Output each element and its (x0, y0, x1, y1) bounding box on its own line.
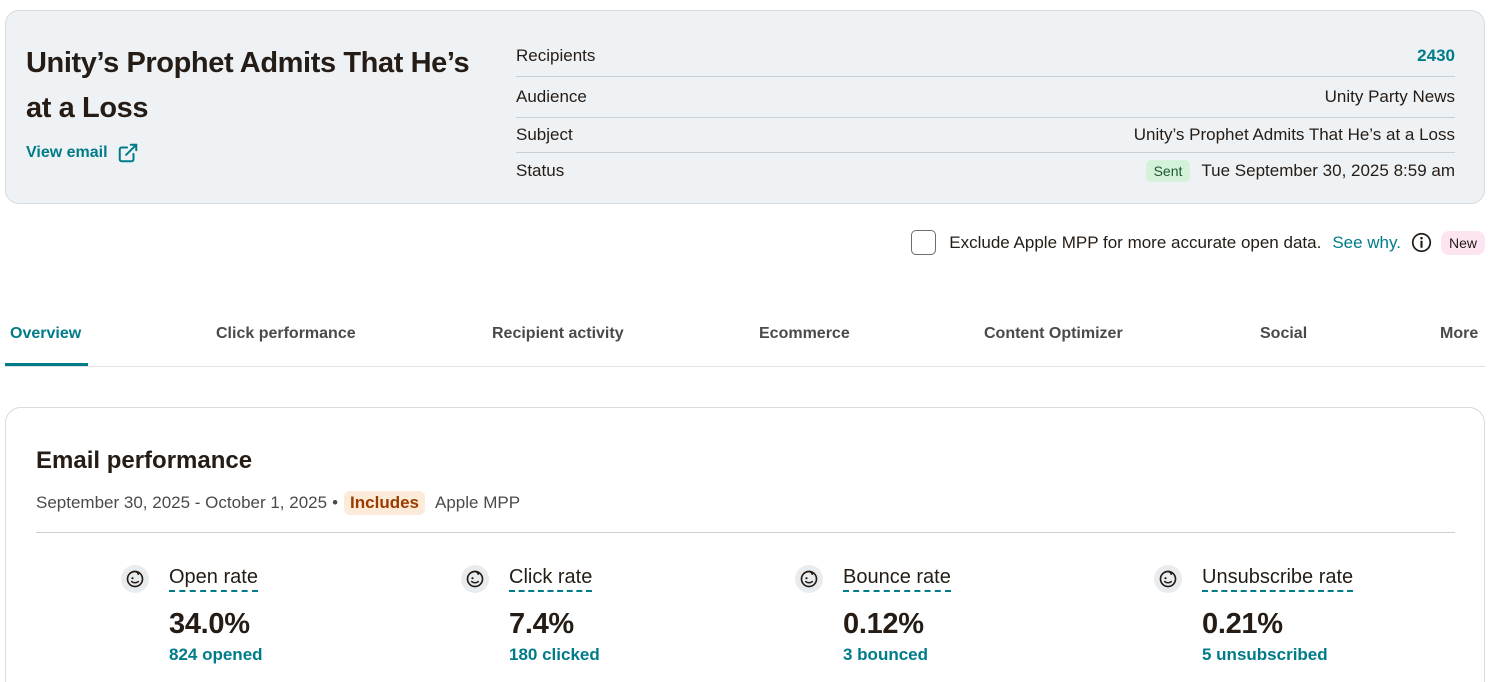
email-performance-title: Email performance (36, 447, 253, 474)
detail-row-audience: Audience Unity Party News (516, 77, 1455, 118)
detail-label: Recipients (516, 45, 596, 65)
view-email-link[interactable]: View email (26, 142, 139, 164)
performance-date-line: September 30, 2025 - October 1, 2025 • I… (36, 491, 520, 515)
metric-value-unsubscribe-rate: 0.21% (1202, 608, 1283, 640)
metric-unsubscribe-rate: Unsubscribe rate 0.21% 5 unsubscribed (1154, 565, 1354, 665)
tab-overview[interactable]: Overview (10, 325, 82, 342)
see-why-link[interactable]: See why. (1332, 232, 1401, 252)
freddie-icon (461, 565, 489, 593)
apple-mpp-label: Apple MPP (435, 493, 521, 512)
metric-value-bounce-rate: 0.12% (843, 608, 924, 640)
exclude-apple-mpp-label: Exclude Apple MPP for more accurate open… (949, 232, 1322, 252)
freddie-icon (121, 565, 149, 593)
sent-timestamp: Tue September 30, 2025 8:59 am (1201, 161, 1455, 180)
audience-value: Unity Party News (1324, 87, 1455, 106)
subject-value: Unity’s Prophet Admits That He’s at a Lo… (1133, 125, 1455, 144)
metric-open-rate: Open rate 34.0% 824 opened (121, 565, 263, 665)
external-link-icon (118, 143, 137, 163)
metric-label-bounce-rate[interactable]: Bounce rate (843, 566, 951, 592)
report-tabs: Overview Click performance Recipient act… (5, 300, 1485, 367)
divider (36, 532, 1455, 533)
metric-sub-bounce-rate[interactable]: 3 bounced (843, 645, 929, 664)
separator-dot: • (332, 493, 339, 512)
tab-recipient-activity[interactable]: Recipient activity (492, 325, 624, 342)
status-badge: Sent (1145, 160, 1191, 182)
detail-row-subject: Subject Unity’s Prophet Admits That He’s… (516, 118, 1455, 153)
detail-label: Audience (516, 87, 587, 106)
info-icon[interactable] (1411, 232, 1432, 253)
tab-ecommerce[interactable]: Ecommerce (759, 325, 850, 342)
detail-row-recipients: Recipients 2430 (516, 35, 1455, 77)
metric-label-click-rate[interactable]: Click rate (509, 566, 593, 592)
tab-content-optimizer[interactable]: Content Optimizer (984, 325, 1123, 342)
freddie-icon (795, 565, 823, 593)
campaign-title: Unity’s Prophet Admits That He’s at a Lo… (26, 47, 470, 124)
date-range: September 30, 2025 - October 1, 2025 (36, 493, 328, 512)
new-badge: New (1440, 230, 1485, 255)
exclude-apple-mpp-row: Exclude Apple MPP for more accurate open… (911, 230, 1485, 255)
active-tab-indicator (5, 363, 88, 366)
metric-sub-unsubscribe-rate[interactable]: 5 unsubscribed (1202, 645, 1328, 664)
tab-social[interactable]: Social (1260, 325, 1308, 342)
metric-bounce-rate: Bounce rate 0.12% 3 bounced (795, 565, 951, 665)
metric-label-open-rate[interactable]: Open rate (169, 566, 258, 592)
metric-click-rate: Click rate 7.4% 180 clicked (461, 565, 600, 665)
detail-label: Subject (516, 125, 573, 144)
tab-more[interactable]: More (1440, 325, 1479, 342)
freddie-icon (1154, 565, 1182, 593)
detail-row-status: Status Sent Tue September 30, 2025 8:59 … (516, 153, 1455, 189)
view-email-label: View email (26, 144, 108, 161)
includes-badge: Includes (344, 491, 425, 515)
email-performance-card: Email performance September 30, 2025 - O… (5, 407, 1485, 682)
metric-value-open-rate: 34.0% (169, 608, 250, 640)
metric-sub-open-rate[interactable]: 824 opened (169, 645, 263, 664)
detail-label: Status (516, 161, 565, 180)
campaign-summary-card: Unity’s Prophet Admits That He’s at a Lo… (5, 10, 1485, 204)
metric-value-click-rate: 7.4% (509, 608, 574, 640)
exclude-apple-mpp-checkbox[interactable] (911, 230, 937, 255)
campaign-details: Recipients 2430 Audience Unity Party New… (516, 35, 1455, 189)
recipients-count-link[interactable]: 2430 (1417, 45, 1455, 65)
status-value: Sent Tue September 30, 2025 8:59 am (1145, 160, 1455, 182)
metric-sub-click-rate[interactable]: 180 clicked (509, 645, 600, 664)
metric-label-unsubscribe-rate[interactable]: Unsubscribe rate (1202, 566, 1354, 592)
tab-click-performance[interactable]: Click performance (216, 325, 356, 342)
